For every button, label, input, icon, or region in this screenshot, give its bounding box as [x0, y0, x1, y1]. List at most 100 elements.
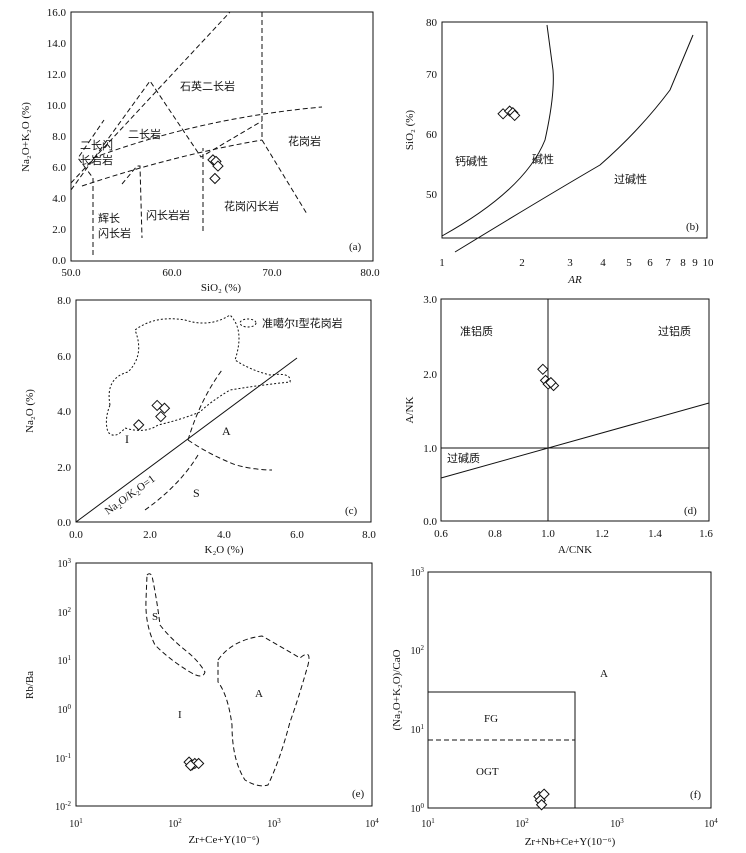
field-label: A [600, 668, 608, 680]
field-label: I [178, 709, 182, 721]
sample-point [192, 757, 205, 770]
x-axis-label: SiO₂ (%) [201, 282, 242, 294]
tas-boundary [121, 165, 143, 239]
panel-tag: (f) [690, 789, 701, 801]
legend-symbol [239, 318, 257, 328]
y-tick-label: 102 [411, 644, 425, 657]
x-axis-label: A/CNK [558, 544, 592, 556]
field-boundary [440, 402, 710, 479]
y-tick-label: 1.0 [423, 443, 437, 455]
field-label: 长岩岩 [80, 153, 113, 167]
field-label: 花岗岩 [288, 134, 321, 148]
tas-boundary [70, 80, 263, 191]
x-tick-label: 8 [680, 257, 686, 269]
x-tick-label: 101 [421, 817, 435, 830]
y-axis-label: Na₂O+K₂O (%) [20, 102, 32, 172]
tas-boundary [92, 106, 323, 159]
x-tick-label: 6.0 [290, 529, 304, 541]
x-axis-label: Zr+Nb+Ce+Y(10⁻⁶) [525, 836, 616, 848]
field-label: 闪长岩岩 [146, 208, 190, 222]
panel-f-frame [427, 571, 712, 809]
sample-point [209, 172, 221, 185]
s-type-field [145, 573, 206, 677]
legend-label: 准噶尔I型花岗岩 [262, 316, 343, 330]
y-ticks: 103 102 101 100 10-1 10-2 [55, 557, 71, 813]
field-label: 辉长 [98, 212, 120, 225]
x-axis-label: AR [567, 274, 582, 286]
x-axis-label: K₂O (%) [205, 544, 244, 556]
field-label: 钙碱性 [455, 154, 488, 168]
field-label: 石英二长岩 [180, 79, 235, 93]
y-tick-label: 4.0 [57, 406, 71, 418]
y-tick-label: 3.0 [423, 294, 437, 306]
field-label: 过铝质 [658, 324, 691, 338]
x-ticks: 0.6 0.8 1.0 1.2 1.4 1.6 [434, 528, 713, 540]
data-markers [132, 399, 171, 431]
panel-e-frame [75, 562, 373, 807]
y-ticks: 3.0 2.0 1.0 0.0 [423, 294, 437, 528]
field-label: S [193, 486, 200, 500]
field-label: A [255, 688, 263, 700]
x-ticks: 101 102 103 104 [421, 817, 718, 830]
y-tick-label: 0.0 [52, 255, 66, 267]
field-boundary [441, 24, 554, 237]
tas-boundary [77, 119, 105, 255]
x-tick-label: 1.2 [595, 528, 609, 540]
x-tick-label: 0.6 [434, 528, 448, 540]
panel-a-frame [70, 11, 374, 262]
y-tick-label: 6.0 [57, 351, 71, 363]
y-tick-label: 10.0 [47, 100, 67, 112]
y-tick-label: 16.0 [47, 7, 67, 19]
x-tick-label: 9 [692, 257, 698, 269]
y-axis-label: Na₂O (%) [24, 389, 36, 433]
tas-boundary [261, 12, 308, 215]
x-tick-label: 60.0 [162, 267, 182, 279]
x-tick-label: 6 [647, 257, 653, 269]
y-ticks: 103 102 101 100 [411, 566, 425, 815]
x-tick-label: 1 [439, 257, 445, 269]
sample-point [184, 759, 197, 772]
y-tick-label: 103 [411, 566, 425, 579]
panel-b-frame [441, 21, 708, 239]
y-tick-label: 2.0 [423, 369, 437, 381]
x-ticks: 1 2 3 4 5 6 7 8 9 10 [439, 257, 714, 269]
sample-point [545, 376, 557, 389]
i-type-field [105, 314, 291, 436]
y-tick-label: 10-1 [55, 752, 71, 765]
y-tick-label: 100 [58, 703, 72, 716]
field-boundary [428, 691, 576, 808]
x-tick-label: 8.0 [362, 529, 376, 541]
sample-point [212, 160, 224, 172]
x-tick-label: 103 [610, 817, 624, 830]
x-ticks: 0.0 2.0 4.0 6.0 8.0 [69, 529, 376, 541]
field-label: 花岗闪长岩 [224, 199, 279, 213]
x-tick-label: 70.0 [262, 267, 282, 279]
field-label: I [125, 432, 129, 446]
y-axis-label: SiO₂ (%) [404, 110, 416, 151]
panel-tag: (b) [686, 221, 699, 233]
field-label: 二长岩 [128, 127, 161, 141]
panel-tag: (a) [349, 241, 362, 253]
panel-b: 钙碱性 碱性 过碱性 (b) 80 70 60 50 1 2 3 4 5 6 7… [404, 17, 714, 286]
sample-point [158, 402, 171, 414]
ratio-line [75, 357, 298, 523]
field-label: 闪长岩 [98, 226, 131, 240]
data-markers [533, 788, 550, 811]
y-tick-label: 50 [426, 189, 438, 201]
y-tick-label: 14.0 [47, 38, 67, 50]
x-tick-label: 2 [519, 257, 525, 269]
x-tick-label: 103 [267, 817, 281, 830]
field-label: 二长闪 [80, 138, 113, 152]
data-markers [183, 756, 205, 772]
field-boundary [454, 34, 694, 253]
field-boundary [187, 369, 223, 441]
a-type-field [217, 635, 310, 787]
sample-point [537, 363, 549, 376]
x-tick-label: 2.0 [143, 529, 157, 541]
field-label: 碱性 [532, 152, 554, 166]
data-markers [207, 154, 224, 185]
x-tick-label: 3 [567, 257, 573, 269]
ratio-line-label: Na₂O/K₂O=1 [103, 473, 158, 517]
y-tick-label: 101 [411, 723, 425, 736]
y-tick-label: 0.0 [57, 517, 71, 529]
